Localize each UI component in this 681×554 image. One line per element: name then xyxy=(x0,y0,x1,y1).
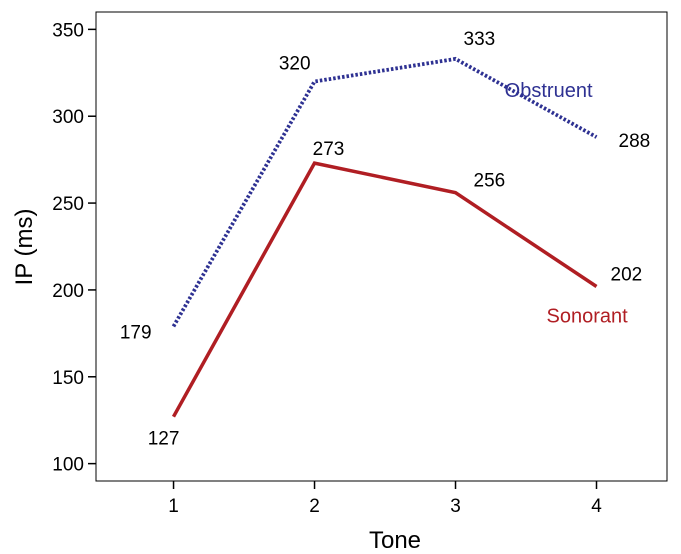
data-label: 256 xyxy=(474,171,506,192)
data-label: 273 xyxy=(313,139,345,160)
y-tick-label: 250 xyxy=(52,194,84,215)
series-line-sonorant xyxy=(171,161,598,418)
data-label: 333 xyxy=(464,29,496,50)
data-label: 127 xyxy=(148,429,180,450)
series-layer: 179 320 333 288 Obstruent 127 273 256 202 Sonoran… xyxy=(120,29,650,450)
data-label: 202 xyxy=(611,264,643,285)
data-label: 320 xyxy=(279,53,311,74)
series-name-label: Sonorant xyxy=(547,305,629,327)
x-axis: 1 2 3 4 xyxy=(168,481,602,517)
y-tick-label: 300 xyxy=(52,107,84,128)
x-tick-label: 1 xyxy=(168,496,179,517)
y-tick-label: 350 xyxy=(52,20,84,41)
y-tick-label: 150 xyxy=(52,368,84,389)
y-axis: 100 150 200 250 300 350 xyxy=(52,20,96,476)
x-tick-label: 2 xyxy=(309,496,320,517)
plot-area xyxy=(95,11,668,482)
y-axis-title: IP (ms) xyxy=(11,209,38,286)
y-tick-label: 200 xyxy=(52,281,84,302)
x-tick-label: 4 xyxy=(591,496,602,517)
data-label: 179 xyxy=(120,322,152,343)
x-tick-label: 3 xyxy=(450,496,461,517)
y-tick-label: 100 xyxy=(52,455,84,476)
series-line-obstruent xyxy=(171,56,598,328)
data-label: 288 xyxy=(619,131,651,152)
series-name-label: Obstruent xyxy=(505,80,593,102)
x-axis-title: Tone xyxy=(369,527,421,554)
